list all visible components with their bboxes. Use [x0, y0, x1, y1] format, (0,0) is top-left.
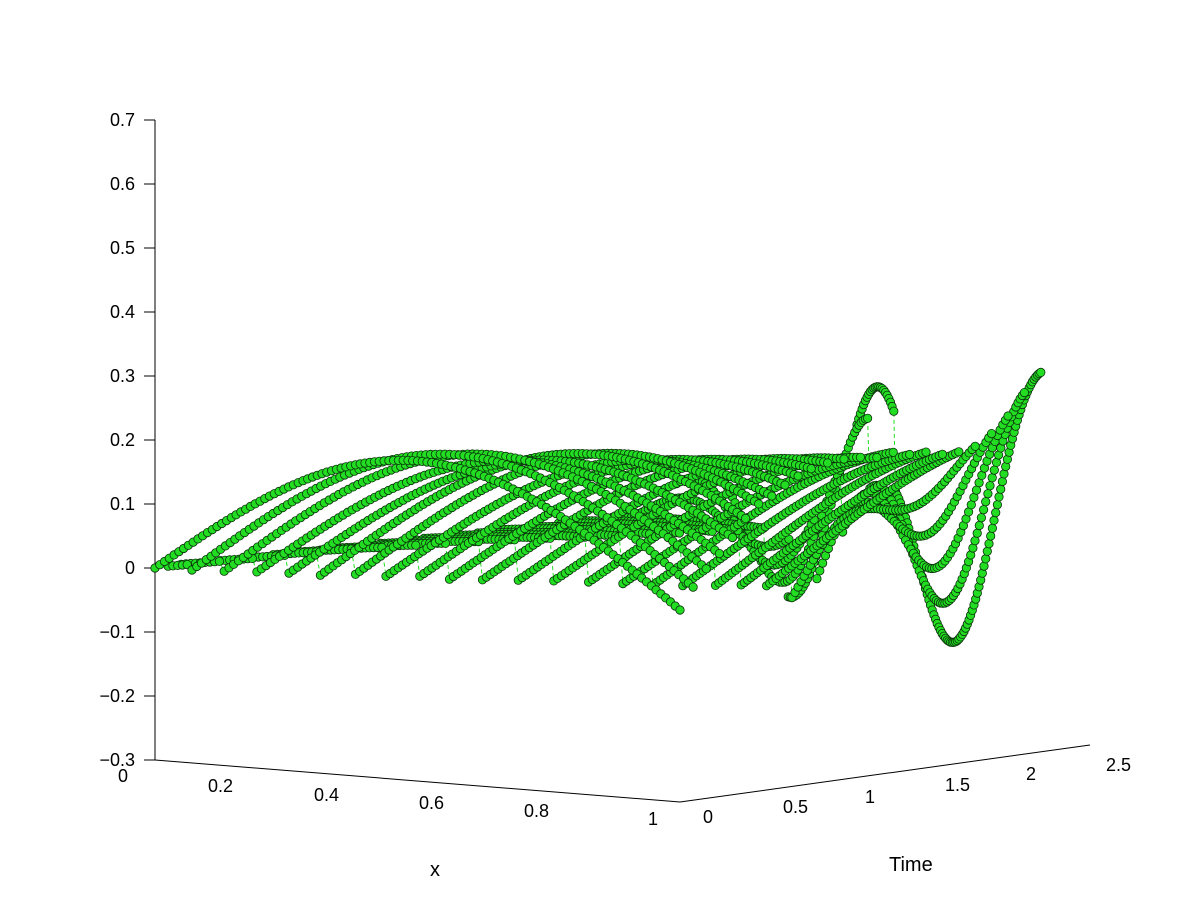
series-point [904, 449, 915, 460]
series-point [675, 605, 685, 615]
series-layer [150, 367, 1046, 648]
z-tick-label: −0.1 [99, 622, 135, 642]
series-point [411, 540, 421, 550]
series-point [740, 513, 751, 524]
z-tick-label: −0.2 [99, 686, 135, 706]
series-point [970, 536, 980, 546]
series-point [888, 447, 898, 457]
series-point [984, 539, 994, 549]
series-point [780, 480, 790, 490]
series-point [754, 499, 764, 509]
series-point [981, 497, 991, 507]
series-point [812, 574, 822, 584]
series-point [992, 500, 1003, 510]
z-tick-label: 0 [125, 558, 135, 578]
x-axis-labels: 0 0.2 0.4 0.6 0.8 1 [118, 766, 658, 829]
x-tick-label: 1 [648, 809, 658, 829]
series-point [1036, 367, 1046, 377]
series-point [994, 492, 1004, 502]
series-point [997, 476, 1008, 487]
series-point [855, 452, 866, 462]
series-point [793, 471, 803, 481]
z-tick-label: 0.3 [110, 366, 135, 386]
x-axis-title: x [430, 859, 440, 881]
series-point [991, 507, 1001, 518]
series-point [986, 531, 996, 541]
series-point [921, 447, 931, 457]
series-point [976, 513, 987, 523]
z-tick-label: 0.1 [110, 494, 135, 514]
time-tick-label: 2 [1026, 764, 1036, 784]
series-point [987, 523, 998, 533]
time-tick-label: 0 [703, 807, 713, 827]
z-tick-label: 0.6 [110, 174, 135, 194]
series-point [996, 484, 1006, 494]
time-axis-line [679, 744, 1091, 803]
series-point [815, 566, 825, 576]
series-point [822, 458, 833, 468]
series-point [983, 489, 993, 499]
series-point [714, 548, 725, 559]
z-tick-label: 0.2 [110, 430, 135, 450]
x-tick-label: 0.8 [524, 801, 549, 821]
series-point [727, 532, 738, 543]
series-point [982, 546, 992, 556]
x-axis-line [154, 759, 681, 803]
series-point [985, 481, 995, 491]
x-tick-label: 0.2 [208, 776, 233, 796]
series-curve [150, 455, 685, 615]
x-tick-label: 0 [118, 766, 128, 786]
series-point [986, 428, 997, 439]
series-point [889, 406, 899, 416]
series-point [974, 520, 984, 531]
series-point [1003, 411, 1013, 421]
time-tick-label: 0.5 [783, 797, 808, 817]
time-axis-labels: 0 0.5 1 1.5 2 2.5 [703, 755, 1131, 827]
series-point [767, 491, 777, 501]
series-point [999, 469, 1009, 479]
time-tick-label: 1.5 [945, 775, 970, 795]
series-point [989, 515, 999, 526]
x-tick-label: 0.6 [419, 793, 444, 813]
series-point [872, 452, 882, 463]
time-tick-label: 1 [865, 787, 875, 807]
series-point [806, 464, 816, 474]
vertical-axis: −0.3 −0.2 −0.1 0 0.1 0.2 0.3 0.4 0.5 0.6… [99, 110, 156, 770]
series-point [862, 413, 873, 423]
series-point [987, 473, 997, 483]
x-tick-label: 0.4 [314, 785, 339, 805]
vertical-axis-labels: −0.3 −0.2 −0.1 0 0.1 0.2 0.3 0.4 0.5 0.6… [99, 110, 135, 770]
series-point [981, 554, 991, 564]
series-point [1019, 387, 1030, 398]
z-tick-label: −0.3 [99, 750, 135, 770]
series-point [970, 441, 980, 451]
time-axis: 0 0.5 1 1.5 2 2.5 Time [679, 744, 1131, 876]
series-point [214, 556, 224, 566]
series-point [839, 454, 849, 464]
series-point [688, 582, 698, 592]
time-axis-title: Time [889, 854, 933, 876]
z-tick-label: 0.7 [110, 110, 135, 130]
z-tick-label: 0.4 [110, 302, 135, 322]
series-point [937, 449, 948, 459]
x-axis: 0 0.2 0.4 0.6 0.8 1 x [118, 759, 681, 881]
vertical-axis-ticks [144, 119, 155, 761]
series-point [972, 528, 982, 538]
series-point [978, 505, 989, 515]
time-tick-label: 2.5 [1106, 755, 1131, 775]
series-point [954, 447, 964, 457]
z-tick-label: 0.5 [110, 238, 135, 258]
series-point [701, 564, 711, 574]
series-point [989, 465, 999, 475]
